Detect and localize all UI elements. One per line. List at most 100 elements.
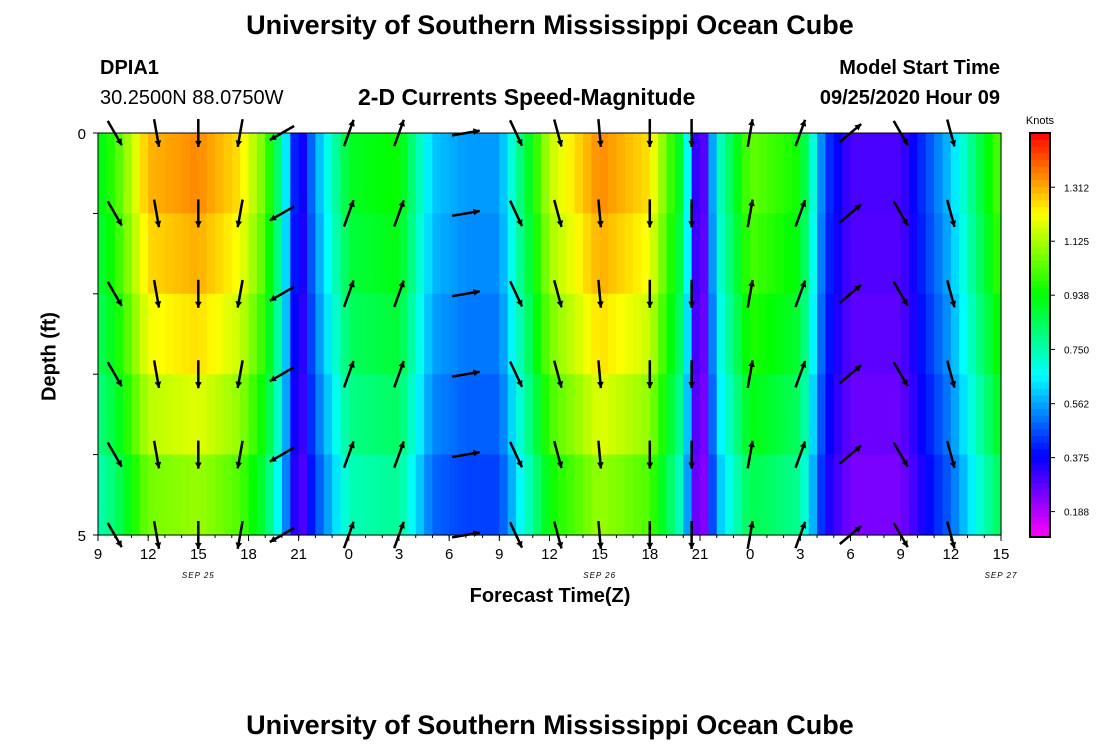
heatmap-cell	[215, 213, 225, 295]
colorbar: Knots 1.312 1.125 0.938 0.750 0.562 0.375 0.188	[1026, 115, 1089, 538]
heatmap-cell	[507, 454, 517, 536]
heatmap-cell	[440, 454, 450, 536]
heatmap-cell	[424, 213, 434, 295]
heatmap-cell	[248, 454, 258, 536]
heatmap-cell	[457, 213, 467, 295]
heatmap-cell	[658, 374, 668, 456]
heatmap-cell	[633, 454, 643, 536]
heatmap-cell	[909, 374, 918, 456]
heatmap-cell	[407, 213, 417, 295]
heatmap-cell	[215, 293, 225, 375]
heatmap-cell	[215, 133, 225, 214]
heatmap-cell	[449, 374, 459, 456]
heatmap-cell	[332, 374, 342, 456]
heatmap-cell	[925, 133, 935, 214]
heatmap-cell	[817, 374, 827, 456]
chart-title: University of Southern Mississippi Ocean…	[246, 10, 854, 40]
heatmap-cell	[432, 213, 442, 295]
vector-arrowhead	[854, 365, 862, 372]
heatmap-cell	[114, 213, 124, 295]
date-label: SEP 25	[182, 571, 215, 580]
vector-arrowhead	[195, 542, 202, 549]
heatmap-cell	[164, 454, 174, 536]
x-tick-label: 12	[541, 546, 558, 563]
heatmap-cell	[206, 374, 216, 456]
heatmap-cell	[666, 454, 676, 536]
heatmap-cell	[775, 293, 785, 375]
heatmap-cell	[766, 133, 776, 214]
heatmap-cell	[106, 293, 116, 375]
colorbar-segment	[1030, 180, 1050, 188]
heatmap-cell	[365, 293, 375, 375]
x-tick-label: 18	[641, 546, 658, 563]
heatmap-cell	[139, 374, 149, 456]
heatmap-cell	[223, 133, 233, 214]
x-tick-label: 12	[140, 546, 157, 563]
heatmap-cell	[992, 454, 1002, 536]
heatmap-cell	[281, 374, 291, 456]
heatmap-cell	[131, 454, 141, 536]
vector-arrowhead	[901, 459, 908, 467]
heatmap-cell	[641, 454, 651, 536]
heatmap-cell	[725, 293, 735, 375]
heatmap-cell	[808, 213, 818, 295]
heatmap-cell	[256, 293, 266, 375]
vector-arrowhead	[949, 139, 957, 147]
heatmap-cell	[507, 213, 517, 295]
heatmap-cell	[842, 213, 852, 295]
heatmap-cell	[917, 374, 927, 456]
heatmap-cell	[900, 374, 910, 456]
heatmap-cell	[959, 454, 969, 536]
heatmap-cell	[198, 293, 208, 375]
colorbar-segment	[1030, 146, 1050, 154]
heatmap-cell	[307, 374, 316, 456]
heatmap-cell	[599, 293, 609, 375]
heatmap-cell	[624, 374, 634, 456]
heatmap-cell	[382, 213, 392, 295]
x-tick-label: 9	[896, 546, 904, 563]
heatmap-cell	[741, 213, 751, 295]
vector-arrowhead	[646, 301, 654, 308]
heatmap-cell	[524, 454, 534, 536]
vector-arrowhead	[597, 140, 604, 147]
heatmap-cell	[407, 454, 417, 536]
heatmap-cell	[173, 133, 183, 214]
heatmap-cell	[741, 374, 751, 456]
vector-arrowhead	[688, 301, 695, 308]
heatmap-cell	[925, 374, 935, 456]
heatmap-cell	[231, 213, 241, 295]
heatmap-cell	[624, 213, 634, 295]
heatmap-cell	[139, 213, 149, 295]
heatmap-cell	[917, 454, 927, 536]
colorbar-segment	[1030, 260, 1050, 269]
heatmap-cell	[181, 454, 191, 536]
heatmap-cell	[382, 454, 392, 536]
heatmap-cell	[716, 213, 726, 295]
vector-arrowhead	[901, 540, 908, 548]
heatmap-cell	[833, 133, 843, 214]
colorbar-segment	[1030, 516, 1050, 525]
heatmap-cell	[800, 293, 810, 375]
colorbar-segment	[1030, 186, 1050, 195]
heatmap-cell	[139, 133, 149, 214]
heatmap-cell	[156, 133, 166, 214]
vector-arrowhead	[949, 380, 957, 388]
heatmap-cell	[181, 374, 191, 456]
heatmap-cell	[708, 133, 718, 214]
vector-arrowhead	[348, 119, 355, 127]
heatmap-cell	[457, 133, 467, 214]
heatmap-cell	[817, 133, 827, 214]
colorbar-segment	[1030, 173, 1050, 181]
heatmap-cell	[791, 133, 801, 214]
heatmap-cell	[775, 133, 785, 214]
heatmap-cell	[307, 133, 316, 214]
heatmap-cell	[658, 133, 668, 214]
colorbar-segment	[1030, 139, 1050, 148]
heatmap-cell	[215, 374, 225, 456]
heatmap-cell	[231, 374, 241, 456]
heatmap-cell	[783, 133, 793, 214]
heatmap-cell	[223, 374, 233, 456]
heatmap-cell	[106, 454, 116, 536]
heatmap-cell	[800, 213, 810, 295]
heatmap-cell	[674, 293, 684, 375]
